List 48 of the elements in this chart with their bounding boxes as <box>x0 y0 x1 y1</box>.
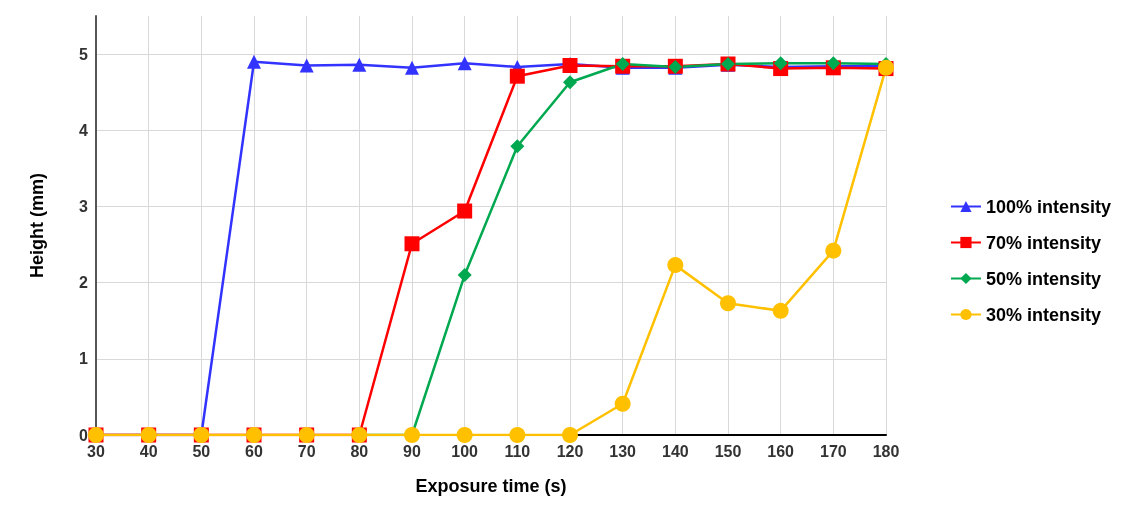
y-tick-label: 3 <box>79 197 89 215</box>
x-tick-label: 100 <box>451 442 479 460</box>
point <box>457 268 472 283</box>
point <box>456 427 473 443</box>
y-axis-title: Height (mm) <box>27 173 47 278</box>
point <box>247 54 261 69</box>
x-tick-label: 130 <box>609 442 637 460</box>
point <box>405 60 419 75</box>
point <box>457 56 472 71</box>
x-tick-label: 140 <box>661 442 689 460</box>
point <box>563 75 577 90</box>
y-tick-label: 1 <box>79 350 89 368</box>
point <box>772 302 789 319</box>
point <box>825 242 842 259</box>
point <box>720 295 736 312</box>
x-tick-label: 90 <box>403 442 421 460</box>
point <box>299 58 314 73</box>
legend-label: 30% intensity <box>985 304 1101 325</box>
x-tick-label: 120 <box>556 442 584 460</box>
x-tick-label: 60 <box>245 442 263 460</box>
x-tick-label: 180 <box>872 442 900 460</box>
point <box>773 56 788 71</box>
y-tick-label: 5 <box>79 45 89 63</box>
point <box>667 257 684 274</box>
x-axis-title: Exposure time (s) <box>415 476 567 496</box>
point <box>509 68 525 84</box>
point <box>614 395 631 412</box>
legend-label: 50% intensity <box>985 268 1101 289</box>
legend-label: 100% intensity <box>985 196 1112 217</box>
point <box>457 203 473 219</box>
x-tick-label: 170 <box>819 442 847 460</box>
x-tick-label: 160 <box>767 442 795 460</box>
point <box>509 427 526 443</box>
point <box>404 236 420 252</box>
point <box>352 57 367 72</box>
point <box>562 427 578 443</box>
y-tick-label: 0 <box>79 426 89 444</box>
x-tick-label: 30 <box>87 442 105 460</box>
legend-label: 70% intensity <box>985 232 1101 253</box>
x-tick-label: 50 <box>192 442 211 460</box>
y-tick-label: 4 <box>79 121 89 139</box>
x-tick-label: 150 <box>714 442 742 460</box>
x-tick-label: 80 <box>350 442 369 460</box>
y-tick-label: 2 <box>79 274 89 292</box>
x-tick-label: 110 <box>504 442 531 460</box>
point <box>510 139 525 154</box>
x-tick-label: 70 <box>297 442 316 460</box>
x-tick-label: 40 <box>139 442 158 460</box>
